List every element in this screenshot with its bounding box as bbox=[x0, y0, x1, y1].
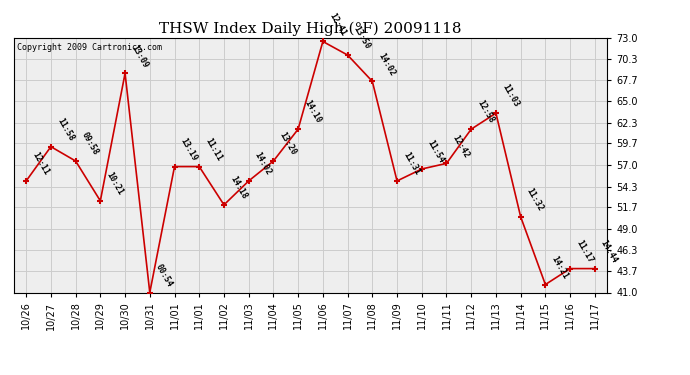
Text: 11:17: 11:17 bbox=[574, 238, 595, 264]
Text: 09:58: 09:58 bbox=[80, 131, 100, 157]
Text: 14:02: 14:02 bbox=[377, 51, 397, 77]
Title: THSW Index Daily High (°F) 20091118: THSW Index Daily High (°F) 20091118 bbox=[159, 22, 462, 36]
Text: 14:10: 14:10 bbox=[302, 99, 323, 125]
Text: 12:41: 12:41 bbox=[327, 11, 347, 38]
Text: 14:18: 14:18 bbox=[228, 174, 248, 201]
Text: 13:19: 13:19 bbox=[179, 136, 199, 162]
Text: 00:54: 00:54 bbox=[154, 262, 175, 288]
Text: 11:32: 11:32 bbox=[525, 186, 545, 213]
Text: 10:21: 10:21 bbox=[104, 171, 125, 197]
Text: 11:11: 11:11 bbox=[204, 136, 224, 162]
Text: 12:42: 12:42 bbox=[451, 133, 471, 159]
Text: Copyright 2009 Cartronics.com: Copyright 2009 Cartronics.com bbox=[17, 43, 161, 52]
Text: 11:31: 11:31 bbox=[401, 151, 422, 177]
Text: 14:44: 14:44 bbox=[599, 238, 620, 264]
Text: 12:58: 12:58 bbox=[475, 99, 495, 125]
Text: 12:11: 12:11 bbox=[30, 151, 50, 177]
Text: 11:54: 11:54 bbox=[426, 139, 446, 165]
Text: 13:20: 13:20 bbox=[277, 131, 298, 157]
Text: 13:09: 13:09 bbox=[129, 43, 150, 69]
Text: 14:21: 14:21 bbox=[549, 254, 570, 280]
Text: 11:03: 11:03 bbox=[500, 83, 520, 109]
Text: 14:02: 14:02 bbox=[253, 151, 273, 177]
Text: 13:50: 13:50 bbox=[352, 25, 372, 51]
Text: 11:58: 11:58 bbox=[55, 116, 75, 142]
